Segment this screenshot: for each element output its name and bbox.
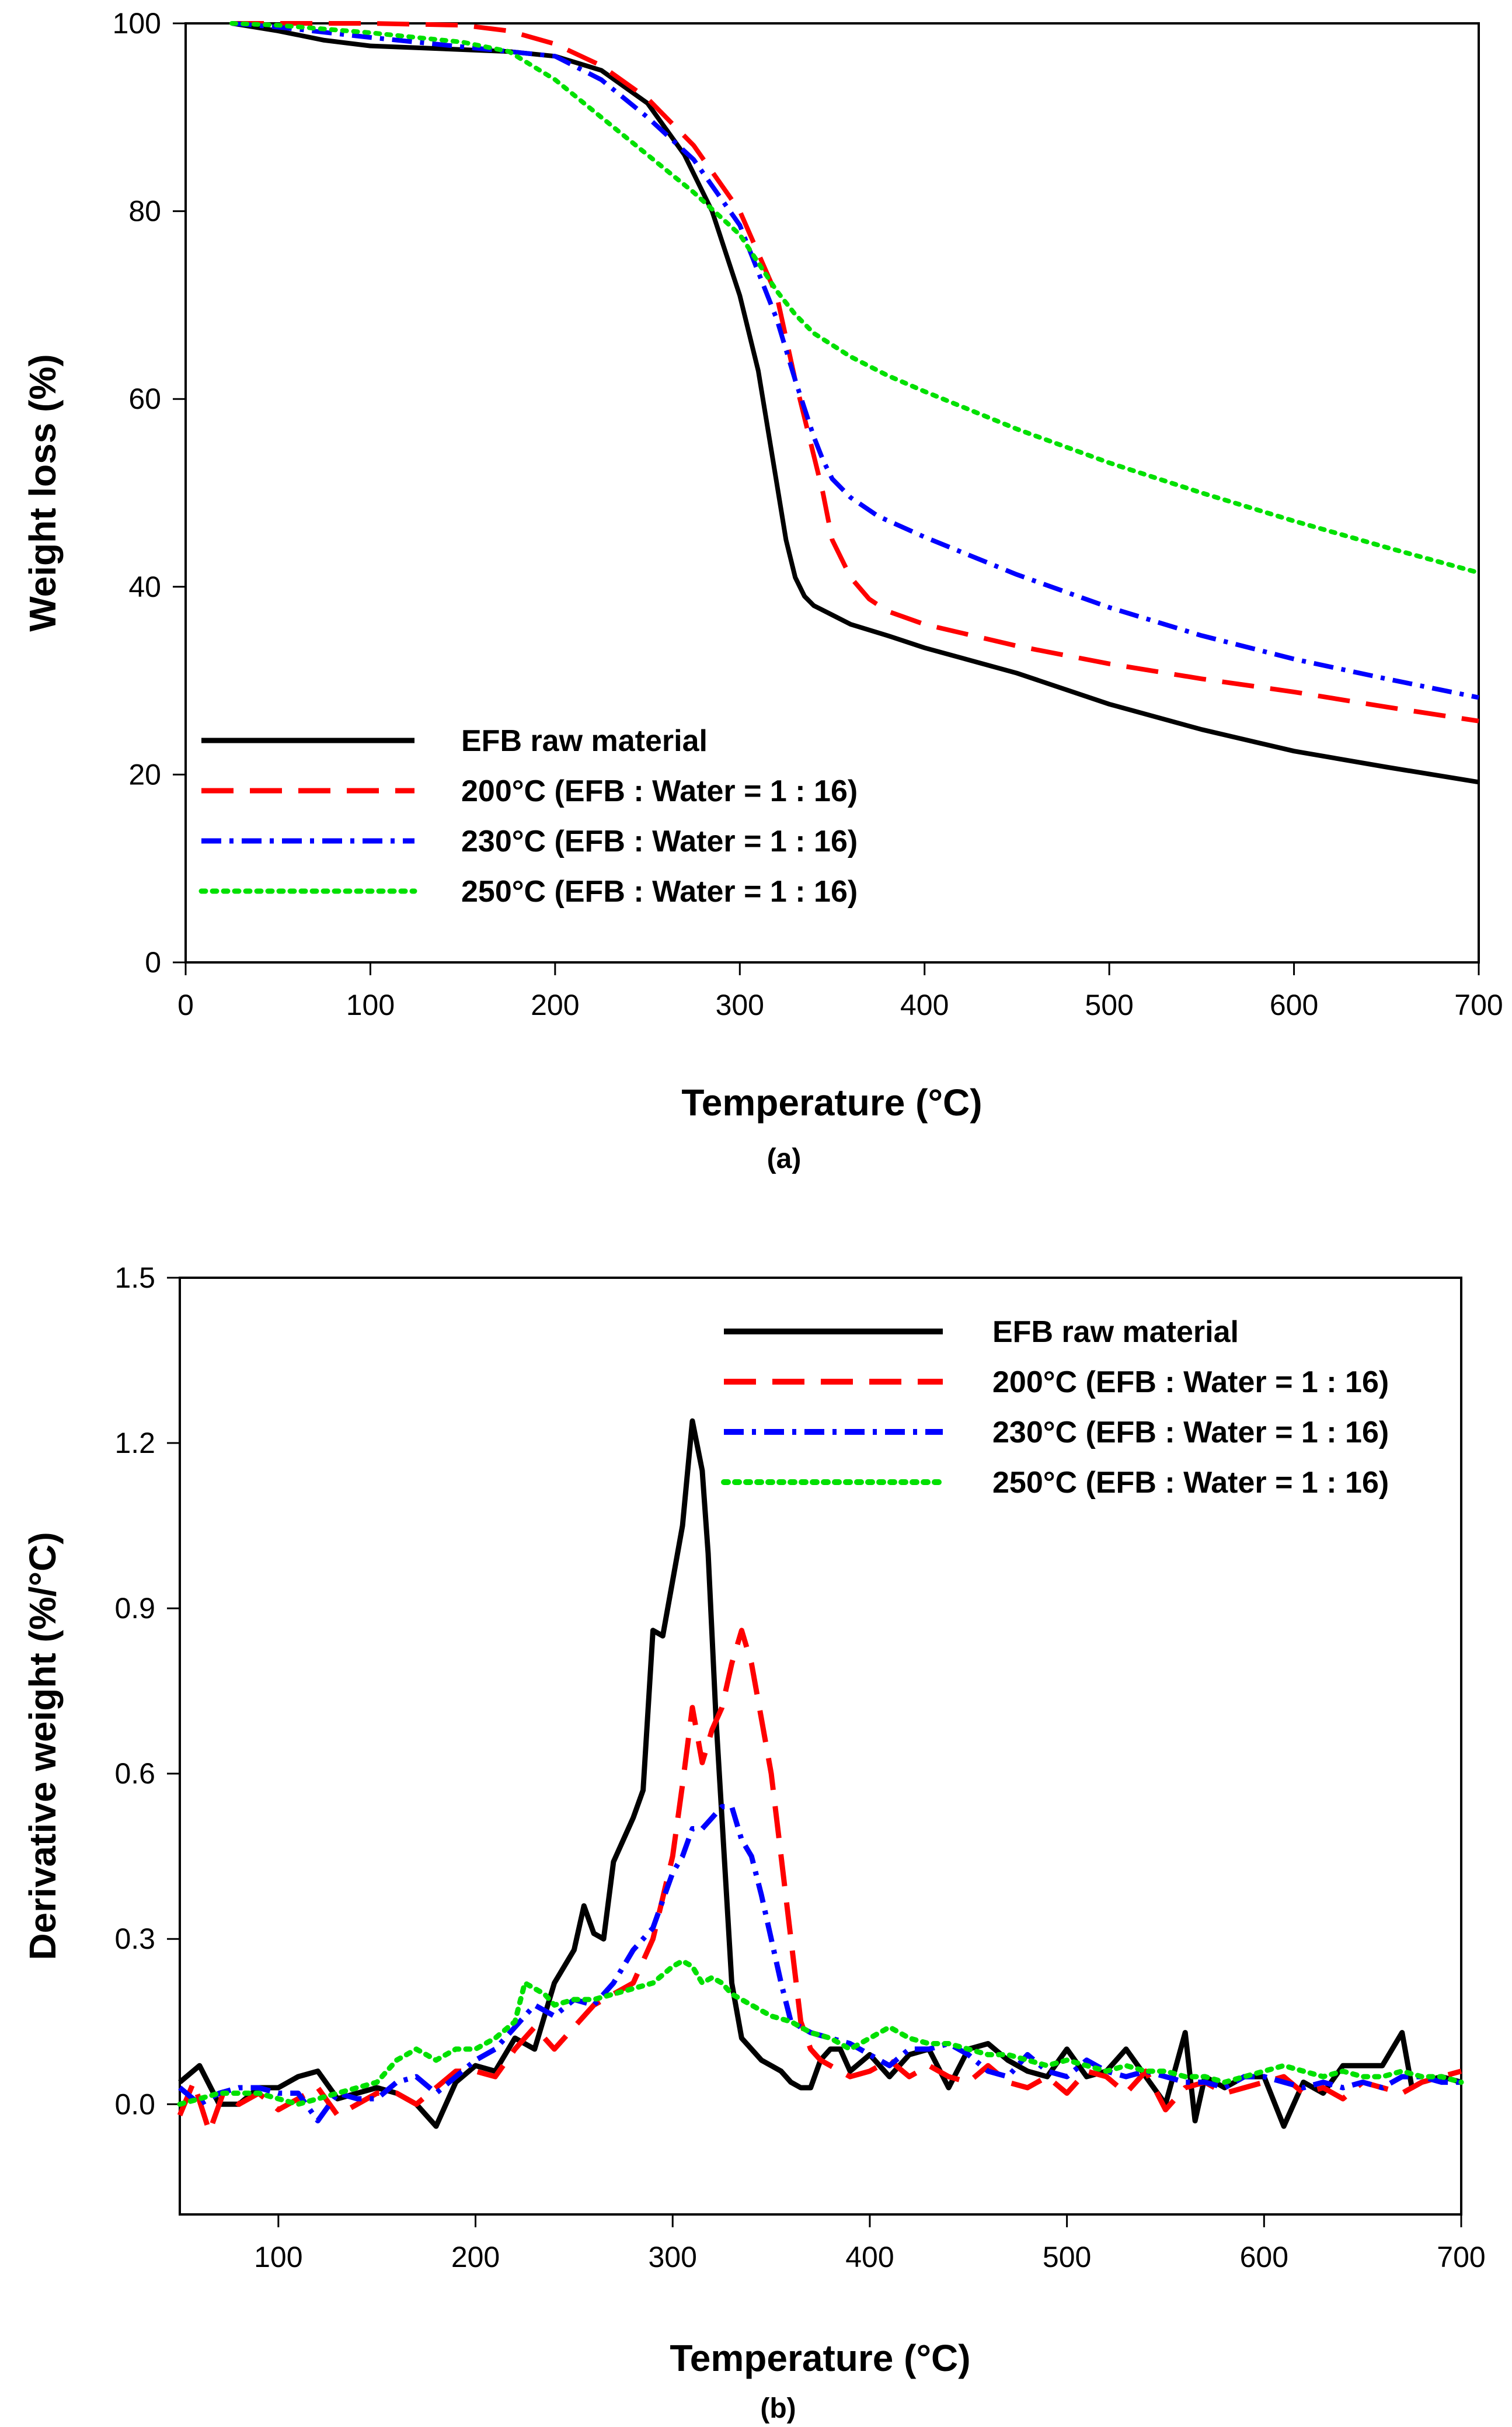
y-tick-label: 80 <box>128 195 161 228</box>
y-tick-label: 100 <box>113 7 161 40</box>
y-tick-label: 20 <box>128 758 161 791</box>
x-tick-label: 100 <box>346 989 395 1021</box>
legend-label-1: EFB raw material <box>992 1315 1239 1349</box>
x-tick-label: 500 <box>1085 989 1133 1021</box>
x-tick-label: 600 <box>1270 989 1318 1021</box>
x-tick-label: 0 <box>177 989 194 1021</box>
chart-b-ticks: 100 200 300 400 500 600 700 0.0 0.3 0.6 0.9 1.2 1.5 <box>114 1261 1485 2273</box>
chart-b-legend: EFB raw material 200°C (EFB : Water = 1 :… <box>721 1315 1389 1500</box>
series-line-1 <box>231 21 1479 785</box>
x-tick-label: 700 <box>1437 2241 1485 2273</box>
chart-b-derivative-weight: 100 200 300 400 500 600 7000.00.30.60.91.21.5 … <box>22 1261 1486 2424</box>
y-tick-label: 0.0 <box>114 2088 155 2120</box>
panel-a-label: (a) <box>767 1143 802 1174</box>
x-tick-label: 300 <box>649 2241 697 2273</box>
legend-label-2: 200°C (EFB : Water = 1 : 16) <box>461 774 858 808</box>
y-tick-label: 0.6 <box>114 1757 155 1790</box>
x-tick-label: 600 <box>1240 2241 1288 2273</box>
x-tick-label: 700 <box>1454 989 1503 1021</box>
chart-b-series <box>177 1418 1464 2134</box>
y-tick-label: 0.9 <box>114 1592 155 1625</box>
y-tick-label: 60 <box>128 383 161 415</box>
chart-a-weight-loss: 0 100 200 300 400 500 600 700 0 20 40 60 80 100 EFB r… <box>22 7 1503 1174</box>
x-tick-label: 100 <box>254 2241 302 2273</box>
chart-b-xlabel: Temperature (°C) <box>670 2337 970 2379</box>
chart-a-xlabel: Temperature (°C) <box>681 1082 982 1124</box>
series-line-4 <box>177 1958 1464 2107</box>
legend-label-1: EFB raw material <box>461 724 708 758</box>
x-tick-label: 400 <box>845 2241 894 2273</box>
chart-a-series <box>229 21 1481 785</box>
y-tick-label: 0.3 <box>114 1922 155 1955</box>
legend-label-4: 250°C (EFB : Water = 1 : 16) <box>461 875 858 909</box>
legend-label-3: 230°C (EFB : Water = 1 : 16) <box>992 1416 1389 1449</box>
y-tick-label: 40 <box>128 571 161 603</box>
x-tick-label: 400 <box>900 989 949 1021</box>
x-tick-label: 200 <box>531 989 579 1021</box>
series-line-4 <box>229 21 1481 575</box>
y-tick-label: 1.2 <box>114 1427 155 1459</box>
x-tick-label: 300 <box>716 989 764 1021</box>
series-line-1 <box>178 1418 1462 2129</box>
y-tick-label: 0 <box>145 946 161 979</box>
chart-b-plot-frame <box>179 1277 1462 2216</box>
series-line-2 <box>232 21 1479 724</box>
legend-label-3: 230°C (EFB : Water = 1 : 16) <box>461 825 858 858</box>
chart-a-legend: EFB raw material 200°C (EFB : Water = 1 :… <box>198 724 858 909</box>
chart-b-ylabel: Derivative weight (%/°C) <box>22 1532 64 1960</box>
series-line-3 <box>178 1804 1461 2124</box>
x-tick-label: 200 <box>451 2241 500 2273</box>
y-tick-label: 1.5 <box>114 1261 155 1294</box>
legend-label-4: 250°C (EFB : Water = 1 : 16) <box>992 1466 1389 1500</box>
chart-a-plot-frame <box>184 22 1480 964</box>
series-line-2 <box>177 1628 1462 2134</box>
x-tick-label: 500 <box>1043 2241 1091 2273</box>
chart-a-ylabel: Weight loss (%) <box>22 354 64 631</box>
chart-a-ticks: 0 100 200 300 400 500 600 700 0 20 40 60 80 100 <box>113 7 1503 1021</box>
panel-b-label: (b) <box>760 2393 796 2424</box>
legend-label-2: 200°C (EFB : Water = 1 : 16) <box>992 1365 1389 1399</box>
